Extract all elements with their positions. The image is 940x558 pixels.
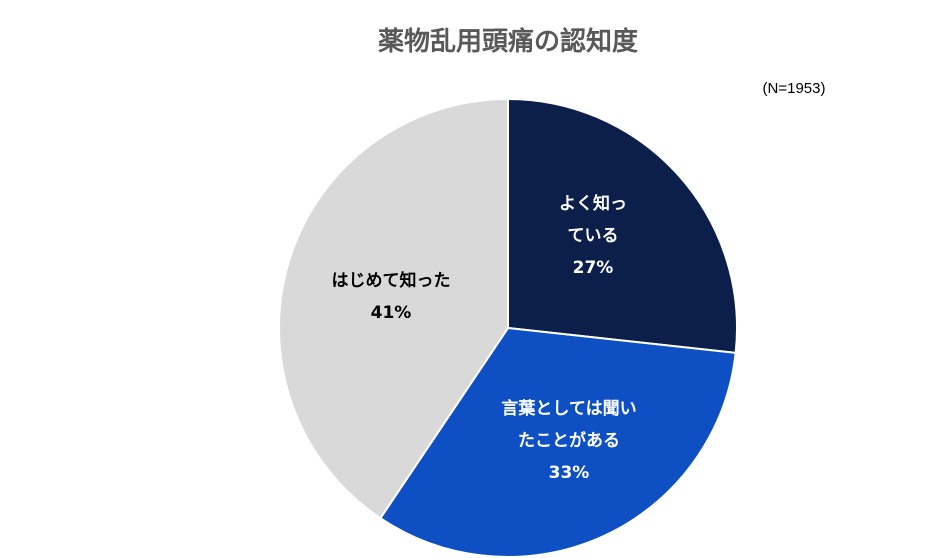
pie-slice-2 (379, 326, 737, 558)
pie-slice-1-label-line-1: よく知っ (559, 193, 627, 214)
pie-slices (277, 97, 738, 558)
chart-title: 薬物乱用頭痛の認知度 (378, 26, 638, 57)
pie-slice-3 (277, 97, 509, 520)
pie-slice-2-value-label: 33% (549, 463, 590, 483)
pie-slice-2-label-line-2: たことがある (518, 430, 620, 451)
pie-slice-1 (507, 97, 738, 354)
pie-slice-1-label-line-2: ている (568, 226, 619, 246)
pie-slice-1-value-label: 27% (573, 258, 614, 278)
pie-slice-3-value-label: 41% (371, 303, 412, 323)
sample-size-note: (N=1953) (763, 80, 826, 97)
pie-slice-2-label-line-1: 言葉としては聞い (501, 398, 636, 419)
pie-slice-3-label-line-1: はじめて知った (332, 270, 451, 291)
